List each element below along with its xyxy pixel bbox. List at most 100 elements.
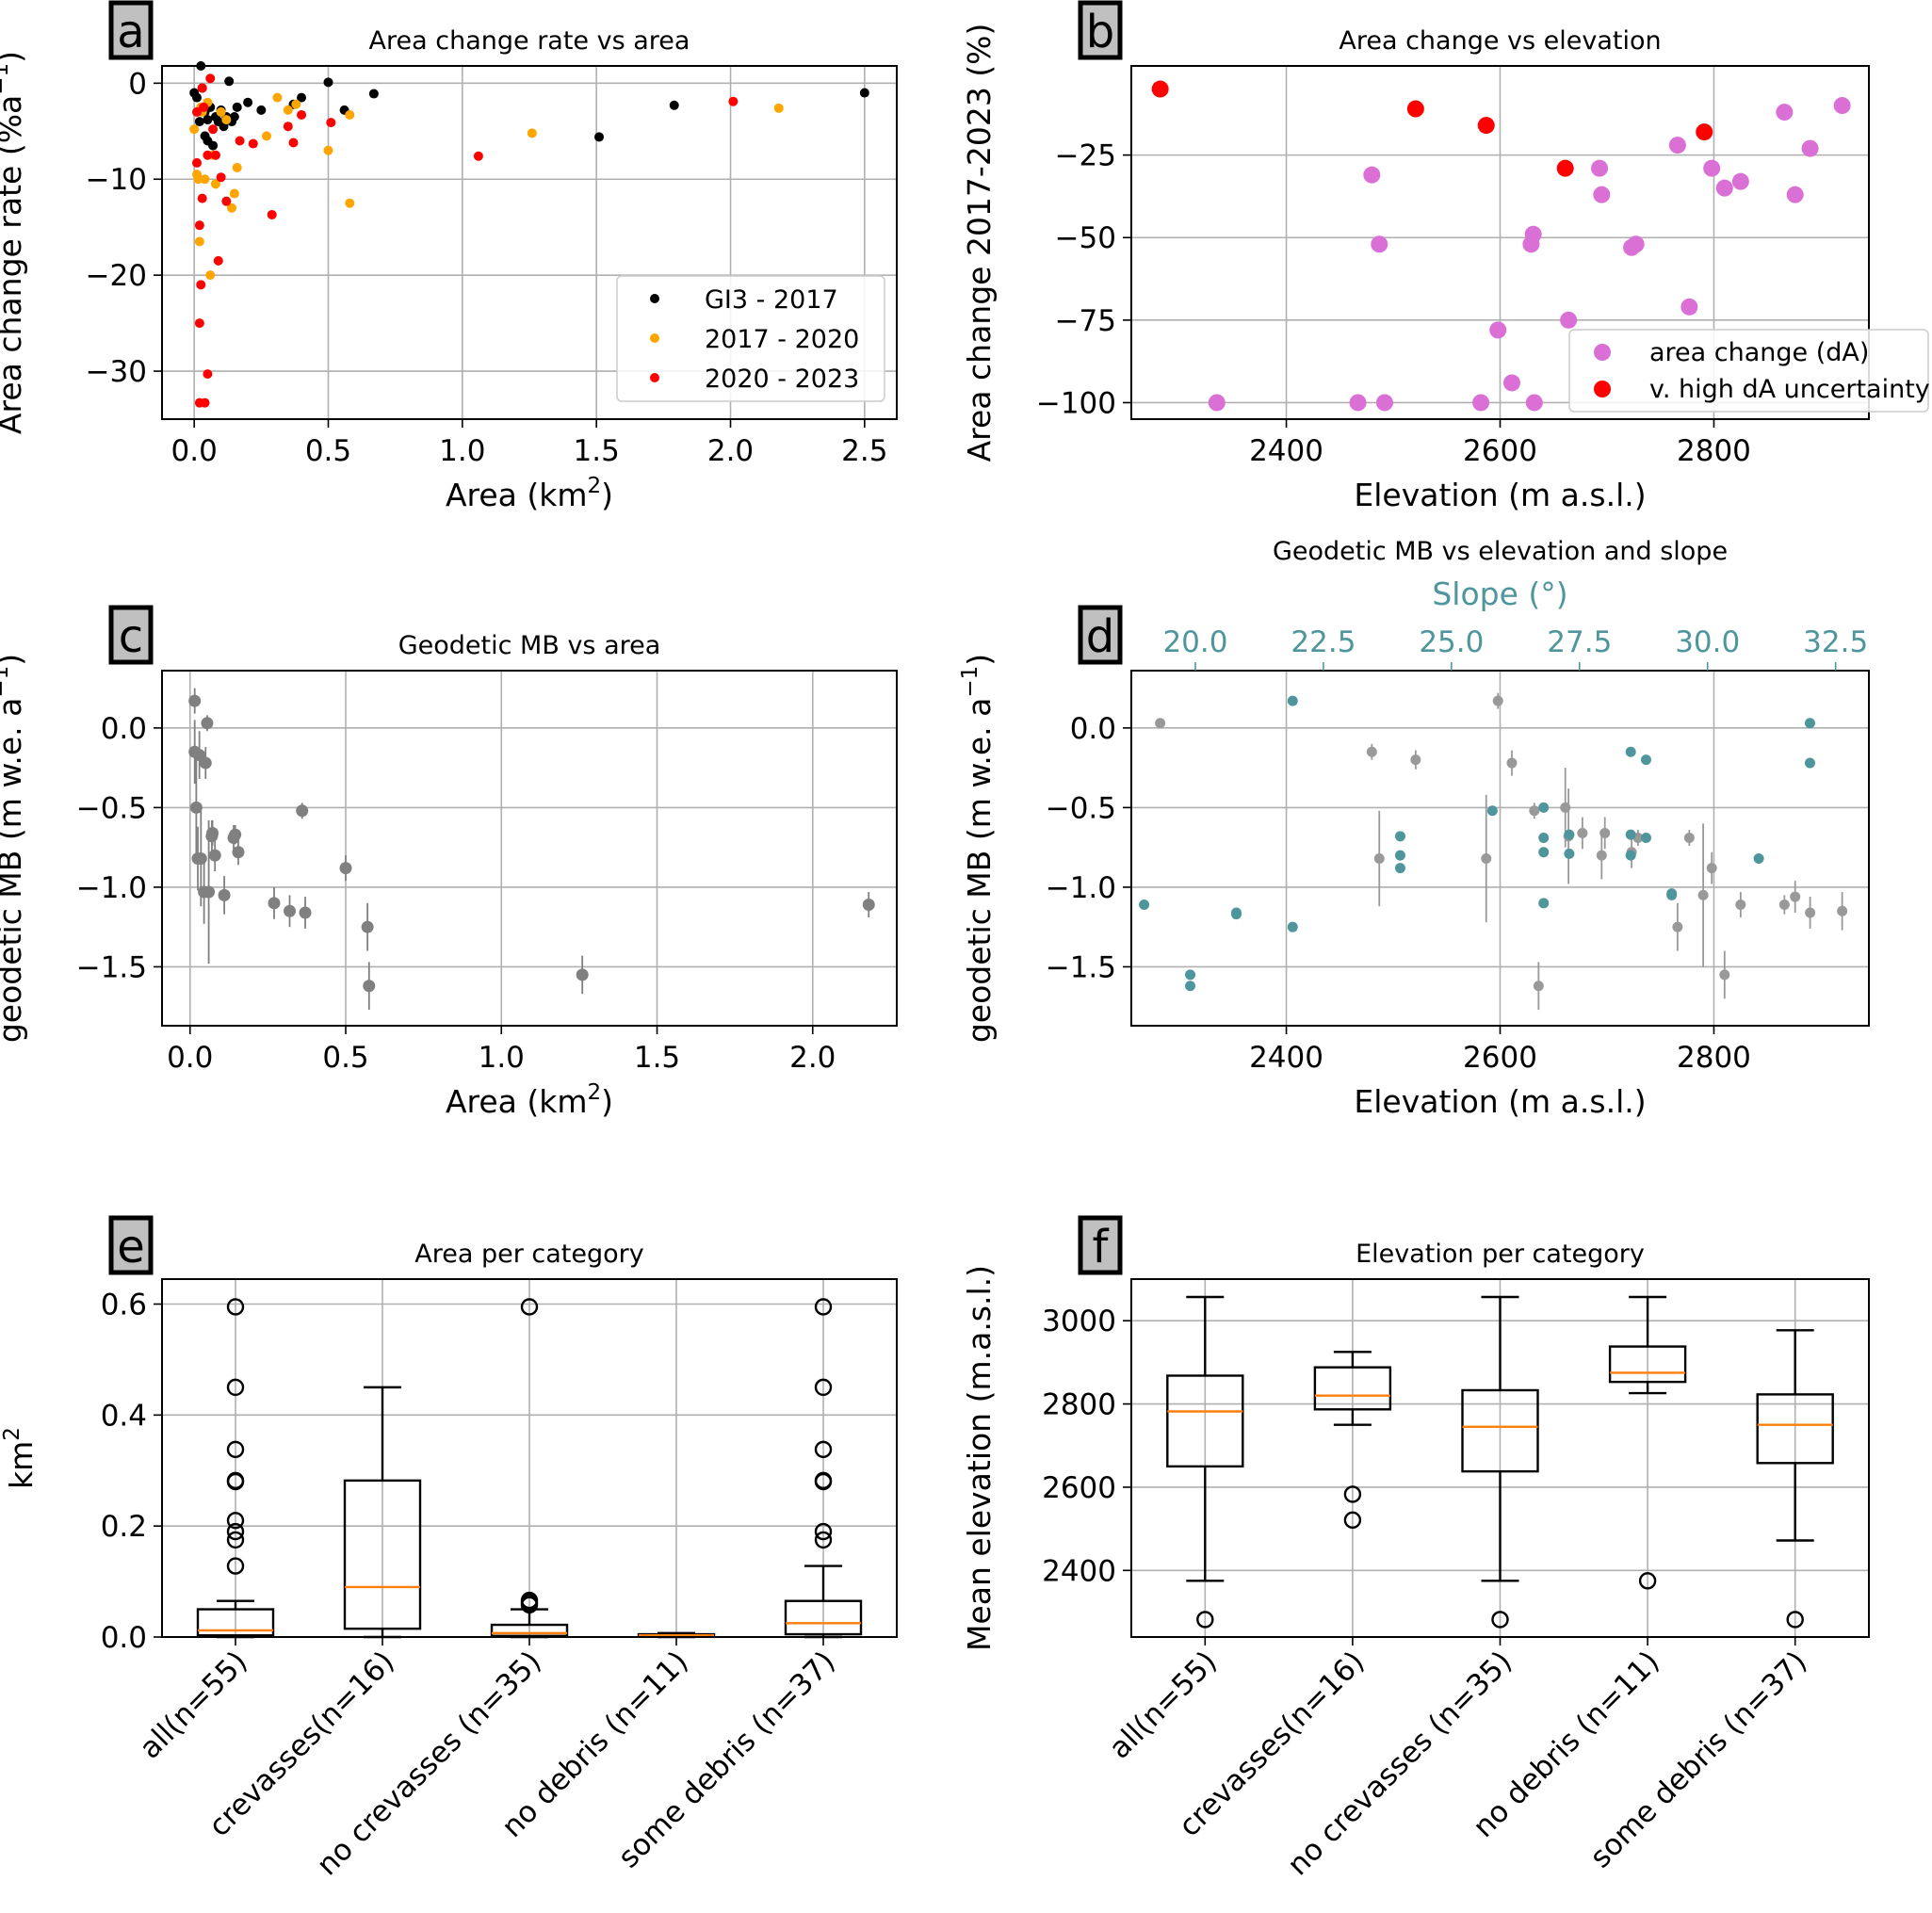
data-point (268, 897, 281, 910)
y-tick-label: −30 (86, 355, 147, 389)
panel-c: 0.0 0.5 1.0 1.5 2.0 0.0 −0.5 −1.0 −1.5 Geodetic M… (0, 605, 898, 1120)
axes-frame (1130, 670, 1870, 1027)
y-label-base: Area change rate (%a (0, 95, 28, 434)
data-point (669, 100, 679, 110)
data-point (859, 88, 869, 98)
panel-letter: a (117, 6, 144, 58)
x-tick-label: 0.5 (322, 1041, 368, 1075)
data-point (345, 109, 355, 120)
data-point (192, 92, 203, 103)
box-body (490, 1623, 569, 1638)
x2-tick-label: 27.5 (1547, 625, 1612, 659)
y-tick-label: 0.0 (1070, 712, 1116, 746)
data-point (1753, 852, 1764, 864)
data-point (1155, 718, 1166, 729)
data-point (1564, 829, 1575, 840)
data-point (1349, 394, 1367, 412)
data-point (361, 920, 374, 933)
data-point (1538, 833, 1550, 844)
data-point (203, 150, 213, 160)
data-point (1371, 235, 1388, 253)
outlier (226, 1440, 245, 1459)
data-point (1410, 754, 1421, 766)
x-tick-label: 2.5 (841, 434, 887, 468)
y-tick-label: −10 (86, 163, 147, 197)
data-point (1715, 179, 1733, 197)
y-label-sup: −1 (0, 63, 13, 95)
data-point (210, 179, 220, 189)
legend-label: 2017 - 2020 (705, 325, 859, 354)
box-1 (1313, 1351, 1392, 1530)
legend-label: GI3 - 2017 (705, 285, 838, 315)
data-point (210, 150, 220, 160)
outlier (1786, 1611, 1804, 1629)
x-tick-label: 2.0 (707, 434, 754, 468)
box-3 (1608, 1295, 1687, 1590)
data-point (1640, 754, 1651, 766)
data-point (1804, 718, 1815, 729)
box-body (1166, 1374, 1244, 1468)
data-point (194, 851, 207, 865)
data-point (1287, 695, 1298, 706)
data-point (218, 888, 231, 901)
data-point (199, 102, 209, 112)
outlier (814, 1440, 833, 1459)
box-0 (1166, 1295, 1244, 1629)
data-point (1735, 900, 1746, 911)
data-point (232, 163, 242, 173)
series-mb-vs-elevation (1155, 692, 1848, 1011)
panel-letter-box (108, 605, 154, 665)
x-tick-label: 0.5 (305, 434, 351, 468)
category-label: all(n=55) (133, 1645, 253, 1765)
legend-box (616, 275, 885, 402)
data-point (1406, 100, 1424, 118)
y-axis-label: Area change rate (%a−1) (0, 51, 28, 434)
data-point (773, 103, 784, 113)
data-point (1805, 907, 1816, 918)
data-point (1625, 850, 1636, 861)
data-point (1287, 921, 1298, 932)
data-point (208, 849, 221, 862)
x-axis-label: Elevation (m a.s.l.) (1354, 477, 1646, 513)
box-body (1313, 1366, 1392, 1411)
box-body (784, 1599, 863, 1636)
data-point (189, 801, 203, 814)
x2-tick-label: 20.0 (1162, 625, 1227, 659)
data-point (248, 138, 258, 149)
data-point (1185, 969, 1196, 981)
data-point (1593, 186, 1611, 203)
data-point (194, 318, 204, 329)
series-2017-2020 (189, 92, 784, 281)
data-point (232, 102, 242, 112)
panel-a: 0.0 0.5 1.0 1.5 2.0 2.5 0 −10 −20 −30 Area change … (0, 0, 898, 513)
data-point (1627, 235, 1645, 253)
data-point (297, 109, 307, 120)
axes-frame (161, 1278, 898, 1638)
data-point (1697, 889, 1709, 900)
series-mb-vs-slope (1139, 695, 1815, 992)
legend-label: 2020 - 2023 (705, 365, 859, 394)
y-tick-label: 0.0 (101, 1621, 147, 1655)
data-point (1625, 746, 1636, 757)
legend-marker (650, 294, 659, 303)
data-point (199, 756, 212, 770)
x-tick-label: 2.0 (789, 1041, 836, 1075)
x-axis-label: Elevation (m a.s.l.) (1354, 1083, 1646, 1120)
x-label-base: Area (km (446, 477, 588, 513)
data-point (216, 106, 226, 117)
y-tick-label: −0.5 (76, 791, 147, 825)
data-point (208, 124, 219, 135)
data-point (267, 209, 277, 219)
data-point (192, 157, 203, 168)
data-point (1492, 695, 1503, 706)
data-point (1666, 888, 1678, 900)
data-point (1640, 833, 1651, 844)
data-point (256, 105, 267, 115)
data-point (1363, 166, 1381, 184)
data-point (201, 717, 214, 730)
data-point (1394, 863, 1405, 874)
x2-tick-label: 30.0 (1675, 625, 1740, 659)
data-point (1477, 117, 1495, 135)
y-tick-label: −75 (1055, 304, 1116, 338)
